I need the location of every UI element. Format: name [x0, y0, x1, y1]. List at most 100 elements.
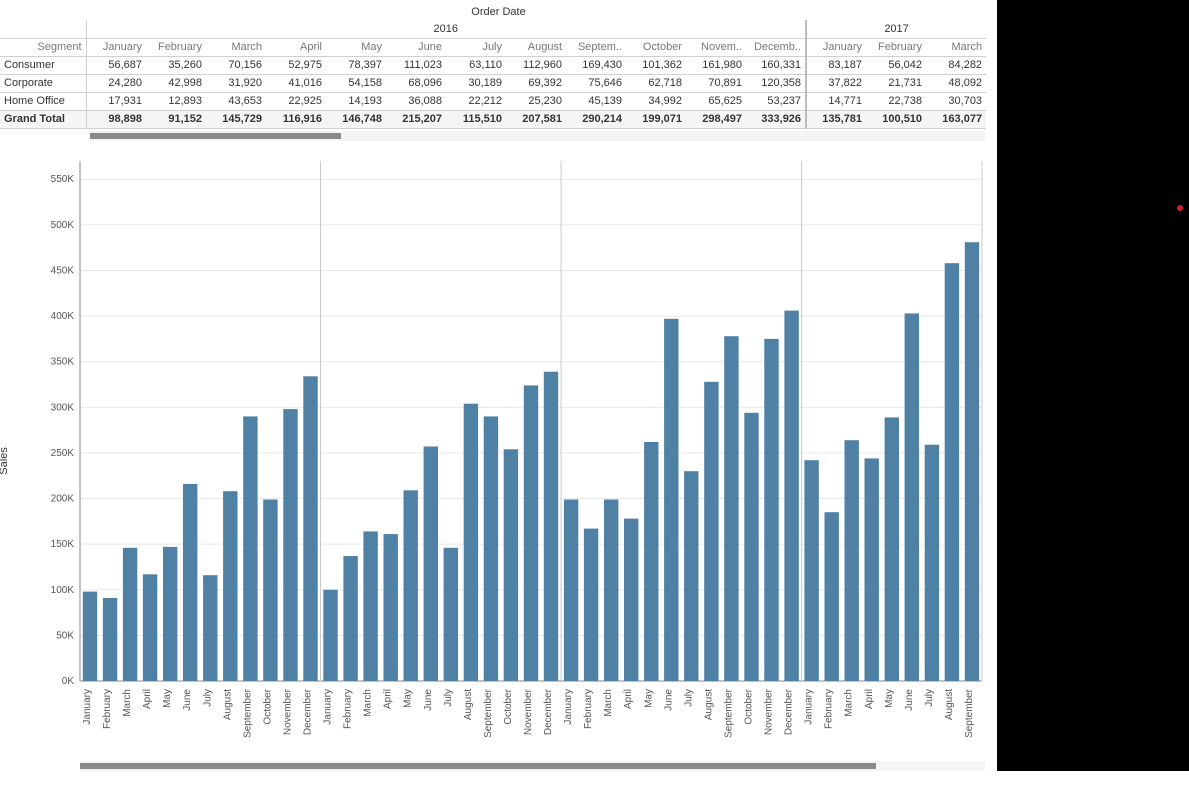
- segment-label[interactable]: Consumer: [0, 56, 86, 74]
- table-row[interactable]: Home Office17,93112,89343,65322,92514,19…: [0, 92, 986, 110]
- crosstab-cell[interactable]: 111,023: [386, 56, 446, 74]
- crosstab-cell[interactable]: 35,260: [146, 56, 206, 74]
- bar[interactable]: [965, 242, 979, 681]
- bar[interactable]: [604, 499, 618, 681]
- crosstab-cell[interactable]: 62,718: [626, 74, 686, 92]
- crosstab-total-cell[interactable]: 199,071: [626, 110, 686, 128]
- bar[interactable]: [444, 547, 458, 680]
- bar[interactable]: [83, 591, 97, 680]
- crosstab-col-header[interactable]: February: [866, 38, 926, 56]
- crosstab-total-cell[interactable]: 145,729: [206, 110, 266, 128]
- bar[interactable]: [404, 490, 418, 681]
- crosstab-cell[interactable]: 14,771: [806, 92, 866, 110]
- crosstab-cell[interactable]: 56,042: [866, 56, 926, 74]
- crosstab-cell[interactable]: 24,280: [86, 74, 146, 92]
- bar[interactable]: [183, 483, 197, 680]
- crosstab-cell[interactable]: 65,625: [686, 92, 746, 110]
- chart-scrollbar-track[interactable]: [80, 761, 985, 771]
- bar[interactable]: [363, 531, 377, 681]
- segment-label[interactable]: Corporate: [0, 74, 86, 92]
- crosstab-cell[interactable]: 112,960: [506, 56, 566, 74]
- crosstab-col-header[interactable]: April: [266, 38, 326, 56]
- bar[interactable]: [744, 412, 758, 680]
- crosstab-col-header[interactable]: March: [926, 38, 986, 56]
- segment-label[interactable]: Home Office: [0, 92, 86, 110]
- crosstab-total-cell[interactable]: 207,581: [506, 110, 566, 128]
- bar[interactable]: [644, 442, 658, 681]
- crosstab-cell[interactable]: 68,096: [386, 74, 446, 92]
- bar[interactable]: [464, 403, 478, 680]
- crosstab-total-cell[interactable]: 163,077: [926, 110, 986, 128]
- chart-scrollbar-thumb[interactable]: [80, 763, 876, 769]
- crosstab-cell[interactable]: 12,893: [146, 92, 206, 110]
- crosstab-col-header[interactable]: October: [626, 38, 686, 56]
- crosstab-col-header[interactable]: May: [326, 38, 386, 56]
- crosstab-year-2017[interactable]: 2017: [806, 20, 986, 38]
- crosstab-cell[interactable]: 101,362: [626, 56, 686, 74]
- crosstab-scroll-viewport[interactable]: 20162017SegmentJanuaryFebruaryMarchApril…: [0, 20, 997, 129]
- crosstab-total-cell[interactable]: 298,497: [686, 110, 746, 128]
- bar[interactable]: [845, 440, 859, 681]
- crosstab-cell[interactable]: 54,158: [326, 74, 386, 92]
- crosstab-col-header[interactable]: Decemb..: [746, 38, 806, 56]
- bar[interactable]: [504, 449, 518, 681]
- crosstab-cell[interactable]: 22,738: [866, 92, 926, 110]
- bar[interactable]: [223, 491, 237, 681]
- bar[interactable]: [143, 574, 157, 681]
- bar[interactable]: [925, 444, 939, 680]
- crosstab-cell[interactable]: 48,092: [926, 74, 986, 92]
- bar[interactable]: [905, 313, 919, 681]
- crosstab-total-cell[interactable]: 290,214: [566, 110, 626, 128]
- bar[interactable]: [885, 417, 899, 681]
- crosstab-total-cell[interactable]: 116,916: [266, 110, 326, 128]
- crosstab-cell[interactable]: 41,016: [266, 74, 326, 92]
- crosstab-cell[interactable]: 70,156: [206, 56, 266, 74]
- crosstab-cell[interactable]: 160,331: [746, 56, 806, 74]
- crosstab-total-cell[interactable]: 98,898: [86, 110, 146, 128]
- table-row[interactable]: Consumer56,68735,26070,15652,97578,39711…: [0, 56, 986, 74]
- crosstab-col-header[interactable]: February: [146, 38, 206, 56]
- bar[interactable]: [704, 381, 718, 680]
- crosstab-total-cell[interactable]: 333,926: [746, 110, 806, 128]
- bar[interactable]: [564, 499, 578, 681]
- bar[interactable]: [163, 546, 177, 680]
- bar[interactable]: [524, 385, 538, 681]
- crosstab-cell[interactable]: 84,282: [926, 56, 986, 74]
- bar[interactable]: [263, 499, 277, 681]
- bar[interactable]: [283, 409, 297, 681]
- crosstab-total-cell[interactable]: 215,207: [386, 110, 446, 128]
- bar[interactable]: [424, 446, 438, 681]
- crosstab-col-header[interactable]: Novem..: [686, 38, 746, 56]
- crosstab-cell[interactable]: 31,920: [206, 74, 266, 92]
- crosstab-col-header[interactable]: August: [506, 38, 566, 56]
- crosstab-cell[interactable]: 70,891: [686, 74, 746, 92]
- bar[interactable]: [865, 458, 879, 681]
- crosstab-cell[interactable]: 83,187: [806, 56, 866, 74]
- crosstab-total-cell[interactable]: 146,748: [326, 110, 386, 128]
- crosstab-total-cell[interactable]: 135,781: [806, 110, 866, 128]
- bar[interactable]: [664, 318, 678, 680]
- crosstab-col-header[interactable]: June: [386, 38, 446, 56]
- bar[interactable]: [203, 575, 217, 681]
- crosstab-year-2016[interactable]: 2016: [86, 20, 806, 38]
- crosstab-cell[interactable]: 69,392: [506, 74, 566, 92]
- bar[interactable]: [584, 528, 598, 680]
- crosstab-total-cell[interactable]: 115,510: [446, 110, 506, 128]
- bar[interactable]: [544, 371, 558, 680]
- crosstab-col-header[interactable]: July: [446, 38, 506, 56]
- bar[interactable]: [303, 376, 317, 681]
- bar[interactable]: [784, 310, 798, 680]
- bar[interactable]: [323, 589, 337, 680]
- bar[interactable]: [343, 556, 357, 681]
- bar[interactable]: [764, 338, 778, 680]
- crosstab-cell[interactable]: 42,998: [146, 74, 206, 92]
- crosstab-cell[interactable]: 75,646: [566, 74, 626, 92]
- crosstab-cell[interactable]: 37,822: [806, 74, 866, 92]
- crosstab-scrollbar-thumb[interactable]: [90, 133, 341, 139]
- bar[interactable]: [724, 336, 738, 681]
- bar[interactable]: [945, 263, 959, 681]
- crosstab-cell[interactable]: 52,975: [266, 56, 326, 74]
- crosstab-cell[interactable]: 17,931: [86, 92, 146, 110]
- crosstab-cell[interactable]: 78,397: [326, 56, 386, 74]
- bar[interactable]: [624, 518, 638, 680]
